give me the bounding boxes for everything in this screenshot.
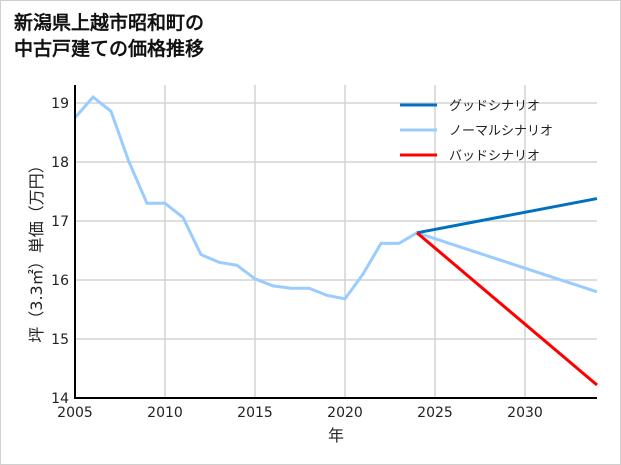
title-line-2: 中古戸建ての価格推移: [14, 38, 205, 60]
y-tick-label: 19: [51, 96, 69, 112]
series-lines: [73, 95, 598, 387]
x-axis-label: 年: [328, 426, 344, 445]
x-tick-label: 2015: [237, 405, 273, 421]
axes: [74, 85, 597, 399]
chart-title: 新潟県上越市昭和町の 中古戸建ての価格推移: [14, 10, 204, 62]
series-line: [416, 197, 598, 235]
y-tick-label: 17: [51, 214, 69, 230]
legend-label: グッドシナリオ: [449, 99, 540, 114]
series-line: [73, 95, 598, 301]
x-tick-label: 2025: [417, 405, 453, 421]
legend-label: ノーマルシナリオ: [449, 124, 553, 139]
y-axis-label: 坪（3.3㎡）単価（万円）: [27, 157, 46, 342]
title-line-1: 新潟県上越市昭和町の: [14, 12, 205, 34]
x-tick-label: 2010: [147, 405, 183, 421]
y-tick-label: 15: [51, 332, 69, 348]
tick-labels: 2005 2010 2015 2020 2025 2030 14 15 16 17 18 19: [51, 96, 543, 421]
grid-lines: [75, 85, 597, 398]
y-tick-label: 14: [51, 391, 69, 407]
y-tick-label: 18: [51, 155, 69, 171]
x-tick-label: 2005: [57, 405, 93, 421]
x-tick-label: 2020: [327, 405, 363, 421]
x-tick-label: 2030: [507, 405, 543, 421]
y-tick-label: 16: [51, 273, 69, 289]
series-line: [416, 231, 598, 387]
legend-label: バッドシナリオ: [449, 149, 540, 164]
